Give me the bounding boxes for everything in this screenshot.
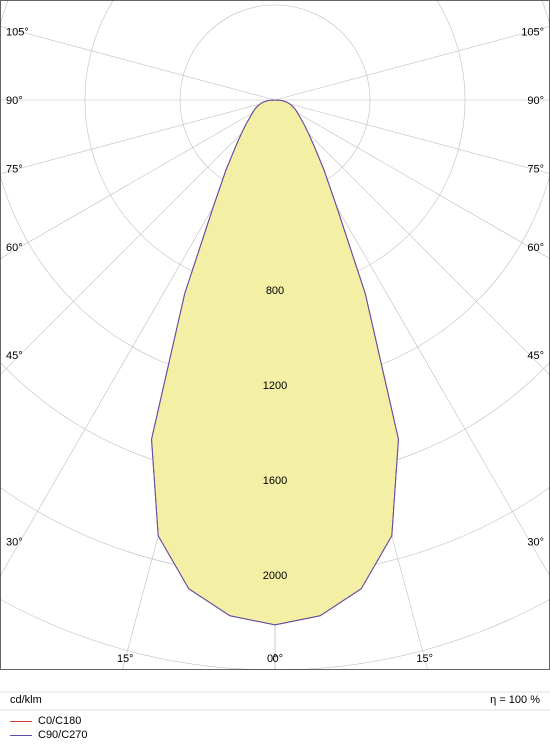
legend-swatch (10, 721, 32, 722)
svg-text:15°: 15° (416, 653, 433, 665)
svg-text:2000: 2000 (263, 570, 287, 582)
chart-footer: cd/klm η = 100 % C0/C180 C90/C270 (0, 694, 550, 742)
legend: C0/C180 C90/C270 (0, 708, 550, 742)
legend-label: C0/C180 (38, 715, 81, 727)
svg-text:45°: 45° (6, 350, 23, 362)
svg-text:30°: 30° (527, 537, 544, 549)
svg-text:75°: 75° (527, 163, 544, 175)
svg-text:1200: 1200 (263, 380, 287, 392)
svg-text:0°: 0° (272, 653, 283, 665)
svg-text:105°: 105° (521, 27, 544, 39)
svg-text:60°: 60° (6, 242, 23, 254)
polar-chart-container: 8001200160020000°0°15°15°30°30°45°45°60°… (0, 0, 550, 750)
svg-text:30°: 30° (6, 537, 23, 549)
unit-label: cd/klm (10, 694, 42, 706)
svg-text:60°: 60° (527, 242, 544, 254)
efficiency-label: η = 100 % (490, 694, 540, 706)
svg-text:75°: 75° (6, 163, 23, 175)
legend-item-c0: C0/C180 (10, 714, 540, 728)
legend-label: C90/C270 (38, 729, 88, 741)
svg-text:1600: 1600 (263, 475, 287, 487)
svg-text:90°: 90° (6, 95, 23, 107)
polar-plot-svg: 8001200160020000°0°15°15°30°30°45°45°60°… (0, 0, 550, 750)
legend-item-c90: C90/C270 (10, 728, 540, 742)
legend-swatch (10, 735, 32, 736)
svg-text:800: 800 (266, 285, 284, 297)
svg-text:45°: 45° (527, 350, 544, 362)
svg-text:15°: 15° (117, 653, 134, 665)
svg-text:105°: 105° (6, 27, 29, 39)
svg-text:90°: 90° (527, 95, 544, 107)
